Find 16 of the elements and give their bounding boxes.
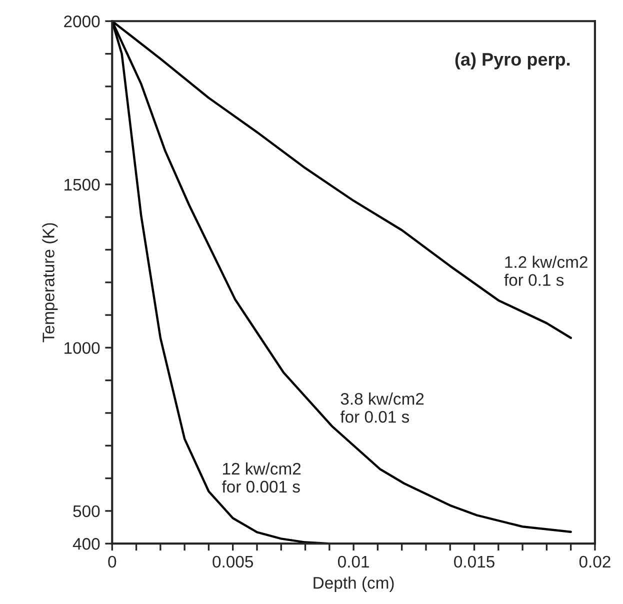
y-tick-label: 400 (72, 538, 100, 550)
x-tick-label: 0.01 (338, 556, 369, 568)
series-label: 1.2 kw/cm2 for 0.1 s (504, 256, 588, 286)
y-tick-label: 500 (73, 505, 100, 518)
x-tick-label: 0.005 (212, 556, 254, 568)
x-axis-title: Depth (cm) (314, 576, 394, 592)
series-label: 3.8 kw/cm2 for 0.01 s (340, 392, 424, 423)
y-tick-label: 1500 (64, 178, 100, 191)
series-label: 12 kw/cm2 for 0.001 s (222, 462, 301, 493)
x-tick-label: 0.02 (579, 556, 610, 568)
y-tick-label: 1000 (64, 342, 100, 354)
x-tick-label: 0.015 (454, 556, 494, 568)
text: (a) Pyro perp. (455, 52, 570, 70)
y-tick-label: 2000 (64, 16, 100, 28)
y-axis-title: Temperature (K) (42, 223, 58, 342)
x-tick-label: 0 (108, 556, 116, 568)
